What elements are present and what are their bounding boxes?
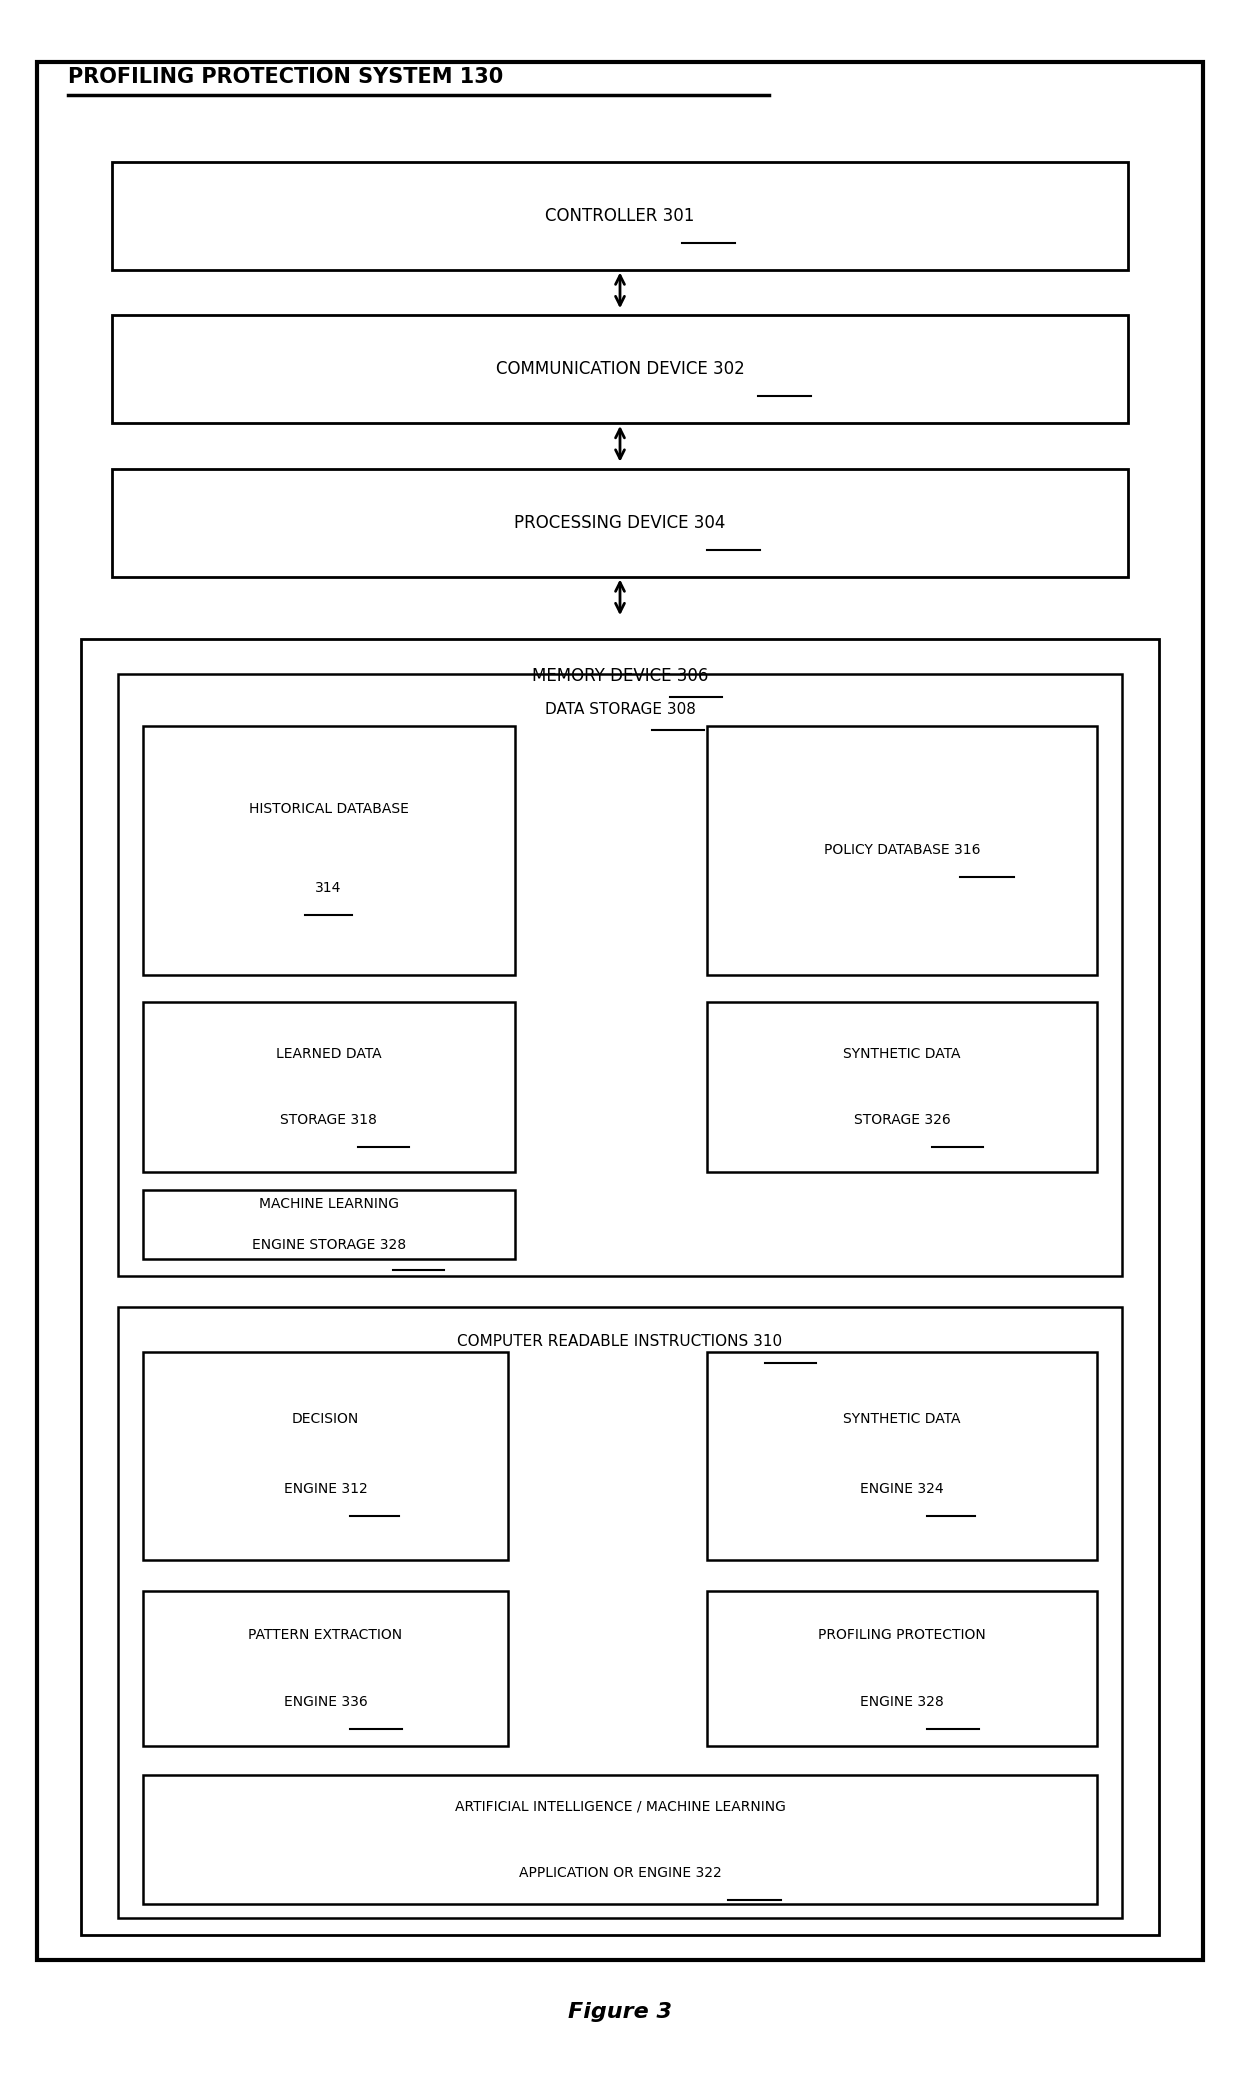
Text: STORAGE 318: STORAGE 318	[280, 1114, 377, 1126]
Text: CONTROLLER 301: CONTROLLER 301	[546, 207, 694, 224]
Text: STORAGE 326: STORAGE 326	[853, 1114, 951, 1126]
Text: ENGINE STORAGE 328: ENGINE STORAGE 328	[252, 1238, 405, 1253]
Text: ARTIFICIAL INTELLIGENCE / MACHINE LEARNING: ARTIFICIAL INTELLIGENCE / MACHINE LEARNI…	[455, 1800, 785, 1813]
Text: LEARNED DATA: LEARNED DATA	[275, 1047, 382, 1060]
Text: PROCESSING DEVICE 304: PROCESSING DEVICE 304	[515, 514, 725, 531]
Text: MACHINE LEARNING: MACHINE LEARNING	[259, 1197, 398, 1211]
Bar	[143, 1002, 515, 1172]
Bar	[143, 1591, 508, 1746]
Bar	[112, 162, 1128, 270]
Bar	[707, 726, 1097, 975]
Bar	[112, 315, 1128, 423]
Text: MEMORY DEVICE 306: MEMORY DEVICE 306	[532, 668, 708, 684]
Text: PROFILING PROTECTION SYSTEM 130: PROFILING PROTECTION SYSTEM 130	[68, 66, 503, 87]
Text: SYNTHETIC DATA: SYNTHETIC DATA	[843, 1412, 961, 1425]
Bar	[81, 639, 1159, 1935]
Bar	[118, 674, 1122, 1276]
Bar	[707, 1352, 1097, 1560]
Bar	[707, 1591, 1097, 1746]
Text: COMMUNICATION DEVICE 302: COMMUNICATION DEVICE 302	[496, 361, 744, 377]
Text: DECISION: DECISION	[291, 1412, 360, 1425]
Bar	[707, 1002, 1097, 1172]
Text: HISTORICAL DATABASE: HISTORICAL DATABASE	[249, 803, 408, 815]
Text: APPLICATION OR ENGINE 322: APPLICATION OR ENGINE 322	[518, 1867, 722, 1879]
Bar	[143, 726, 515, 975]
Text: DATA STORAGE 308: DATA STORAGE 308	[544, 701, 696, 718]
Text: ENGINE 336: ENGINE 336	[284, 1694, 367, 1709]
Text: 314: 314	[315, 881, 342, 894]
Bar	[143, 1775, 1097, 1904]
Text: ENGINE 328: ENGINE 328	[861, 1694, 944, 1709]
Text: Figure 3: Figure 3	[568, 2001, 672, 2022]
Bar	[143, 1190, 515, 1259]
Text: PATTERN EXTRACTION: PATTERN EXTRACTION	[248, 1628, 403, 1643]
Text: ENGINE 312: ENGINE 312	[284, 1483, 367, 1495]
Bar	[143, 1352, 508, 1560]
Text: POLICY DATABASE 316: POLICY DATABASE 316	[823, 844, 981, 857]
Text: ENGINE 324: ENGINE 324	[861, 1483, 944, 1495]
Text: COMPUTER READABLE INSTRUCTIONS 310: COMPUTER READABLE INSTRUCTIONS 310	[458, 1334, 782, 1350]
Text: SYNTHETIC DATA: SYNTHETIC DATA	[843, 1047, 961, 1060]
Bar	[118, 1307, 1122, 1918]
Text: PROFILING PROTECTION: PROFILING PROTECTION	[818, 1628, 986, 1643]
Bar	[112, 469, 1128, 577]
